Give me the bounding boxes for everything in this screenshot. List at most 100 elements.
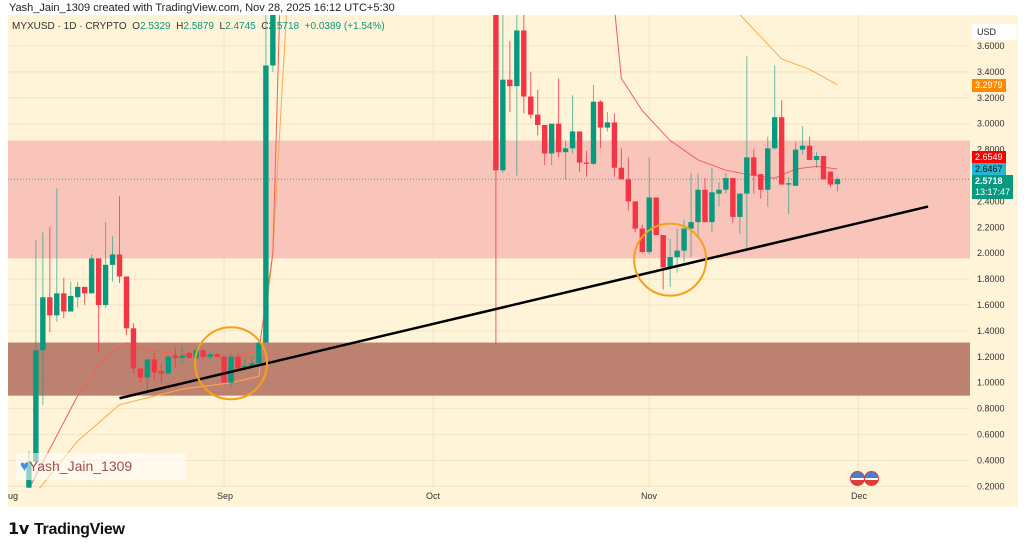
candle-down <box>758 174 764 190</box>
candle-up <box>548 123 555 154</box>
highlight-circle <box>633 222 708 297</box>
candle-up <box>256 342 262 364</box>
candle-up <box>144 359 151 378</box>
candle-down <box>751 157 757 176</box>
ma-short2-price-label: 2.6467 <box>972 163 1006 176</box>
candle-down <box>61 293 67 312</box>
y-tick-label: 1.0000 <box>977 378 1005 388</box>
candle-up <box>765 148 771 190</box>
candle-up <box>709 192 715 223</box>
high-label: H <box>176 21 184 32</box>
y-tick-label: 3.4000 <box>977 67 1005 77</box>
price-axis: 3.6000 3.4000 3.2000 3.0000 2.8000 2.4000 2.20… <box>977 41 1005 491</box>
candle-up <box>716 189 722 194</box>
candle-up <box>75 286 81 298</box>
candle-down <box>221 356 227 383</box>
y-tick-label: 3.6000 <box>977 41 1005 51</box>
tradingview-brand[interactable]: 𝟭𝘃 TradingView <box>8 519 125 539</box>
resistance-zone <box>8 140 970 259</box>
candle-down <box>507 79 513 87</box>
candle-down <box>806 145 813 160</box>
y-tick-label: 3.0000 <box>977 119 1005 129</box>
last-price-label: 2.5718 13:17:47 <box>972 175 1014 199</box>
candle-up <box>646 197 652 252</box>
y-tick-label: 3.2000 <box>977 93 1005 103</box>
candle-down <box>493 15 499 171</box>
candle-down <box>730 178 736 217</box>
ma-long-price-label: 3.2979 <box>972 79 1006 92</box>
candle-up <box>674 250 680 258</box>
candle-down <box>186 352 192 359</box>
y-tick-label: 0.8000 <box>977 404 1005 414</box>
candle-up <box>590 101 597 164</box>
y-tick-label: 1.2000 <box>977 352 1005 362</box>
drawings <box>119 205 929 401</box>
y-tick-label: 2.4000 <box>977 196 1005 206</box>
x-tick-label: Nov <box>641 491 658 501</box>
close-value: 2.5718 <box>268 21 300 32</box>
candle-down <box>235 356 241 369</box>
chart-frame[interactable] <box>8 15 1018 507</box>
x-tick-label: Sep <box>217 491 234 501</box>
candle-down <box>653 197 659 236</box>
candle-up <box>102 264 109 305</box>
x-tick-label: Oct <box>426 491 441 501</box>
candle-down <box>137 368 144 378</box>
candle-up <box>681 228 687 251</box>
currency-button[interactable]: USD <box>972 24 1017 40</box>
y-tick-label: 2.8000 <box>977 145 1005 155</box>
ohlc-legend: MYXUSD · 1D · CRYPTO O2.5329 H2.5879 L2.… <box>12 21 385 32</box>
y-tick-label: 1.4000 <box>977 326 1005 336</box>
bar-countdown: 13:17:47 <box>975 187 1011 197</box>
candle-up <box>179 355 185 359</box>
candle-down <box>618 167 625 180</box>
candle-up <box>695 189 701 223</box>
candle-down <box>116 254 123 277</box>
candle-up <box>228 356 234 383</box>
candle-down <box>639 228 645 252</box>
candle-down <box>535 114 541 125</box>
watermark-text: Yash_Jain_1309 <box>28 458 133 474</box>
y-tick-label: 0.2000 <box>977 481 1005 491</box>
candle-up <box>88 258 95 294</box>
candle-down <box>778 117 785 185</box>
candle-up <box>723 178 729 190</box>
candle-up <box>813 156 820 160</box>
candle-up <box>40 297 46 351</box>
y-tick-label: 2.2000 <box>977 222 1005 232</box>
candle-up <box>109 254 116 265</box>
candle-up <box>249 363 255 366</box>
candle-down <box>597 101 604 128</box>
candle-up <box>207 354 213 357</box>
candle-up <box>792 149 799 186</box>
candle-down <box>151 359 158 373</box>
x-tick-label: ug <box>8 491 19 501</box>
candle-down <box>158 371 165 374</box>
candle-up <box>785 183 792 185</box>
candle-down <box>541 124 548 154</box>
candle-down <box>576 131 583 163</box>
candle-down <box>200 350 206 357</box>
candle-up <box>263 65 269 343</box>
chart-credit: Yash_Jain_1309 created with TradingView.… <box>9 2 395 14</box>
candle-down <box>555 123 562 153</box>
candle-down <box>95 258 102 305</box>
low-value: 2.4745 <box>225 21 256 32</box>
y-tick-label: 0.6000 <box>977 430 1005 440</box>
candle-up <box>54 293 60 316</box>
close-label: C <box>261 21 269 32</box>
us-flag-event-icon[interactable] <box>864 471 879 486</box>
candle-down <box>827 171 834 185</box>
candle-down <box>521 30 527 97</box>
candle-up <box>604 122 611 128</box>
candle-up <box>33 350 39 462</box>
candle-up <box>514 30 520 87</box>
candle-up <box>667 257 673 268</box>
candle-up <box>834 179 841 185</box>
us-flag-event-icon[interactable] <box>850 471 865 486</box>
change-value: +0.0389 (+1.54%) <box>304 21 385 32</box>
candle-up <box>569 131 576 149</box>
candle-down <box>172 355 178 359</box>
symbol-label[interactable]: MYXUSD · 1D · CRYPTO <box>12 21 127 32</box>
